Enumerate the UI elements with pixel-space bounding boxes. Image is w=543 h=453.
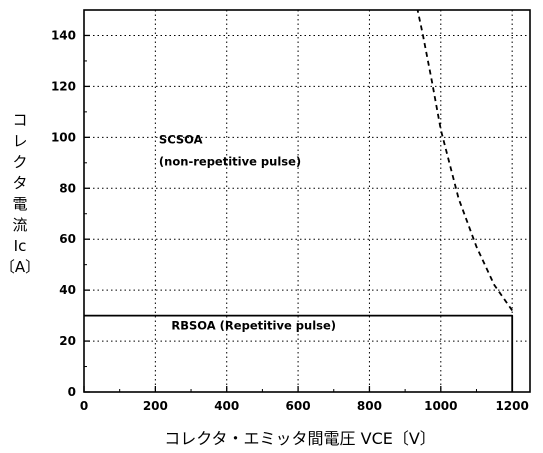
plot-frame — [83, 9, 531, 393]
x-tick-label: 600 — [286, 399, 311, 413]
y-axis-label-line: タ — [12, 174, 27, 192]
x-tick-label: 800 — [357, 399, 382, 413]
x-axis-label: コレクタ・エミッタ間電圧 VCE〔V〕 — [164, 429, 436, 448]
x-tick-label: 0 — [80, 399, 88, 413]
y-tick-label: 20 — [59, 334, 76, 348]
y-axis-label-line: Ic — [14, 237, 27, 255]
y-axis-label-line: レ — [12, 132, 27, 150]
series-line-dashed — [416, 9, 513, 312]
y-tick-labels: 0 20 40 60 80 100 120 140 — [51, 28, 76, 399]
y-tick-label: 100 — [51, 130, 76, 144]
y-axis-label-line: ク — [12, 153, 27, 171]
annotations: SCSOA (non-repetitive pulse) RBSOA (Repeti… — [159, 133, 336, 333]
x-tick-label: 400 — [214, 399, 239, 413]
y-tick-label: 40 — [59, 283, 76, 297]
y-axis-label-line: 〔A〕 — [0, 258, 40, 276]
series-group — [84, 9, 514, 392]
y-tick-label: 0 — [68, 385, 76, 399]
y-tick-label: 60 — [59, 232, 76, 246]
y-tick-label: 140 — [51, 28, 76, 42]
y-axis-label-line: 流 — [12, 216, 27, 234]
x-tick-label: 1000 — [424, 399, 457, 413]
axes — [83, 9, 531, 393]
series-line-solid — [84, 314, 514, 392]
annotation-label: (non-repetitive pulse) — [159, 154, 301, 168]
y-axis-label-line: コ — [12, 111, 27, 129]
y-tick-label: 120 — [51, 79, 76, 93]
grid-lines — [84, 10, 530, 392]
x-tick-labels: 0 200 400 600 800 1000 1200 — [80, 399, 529, 413]
y-tick-label: 80 — [59, 181, 76, 195]
annotation-label: RBSOA (Repetitive pulse) — [171, 319, 336, 333]
y-axis-label-line: 電 — [12, 195, 27, 213]
x-tick-label: 1200 — [495, 399, 528, 413]
x-tick-label: 200 — [143, 399, 168, 413]
annotation-label: SCSOA — [159, 133, 203, 147]
